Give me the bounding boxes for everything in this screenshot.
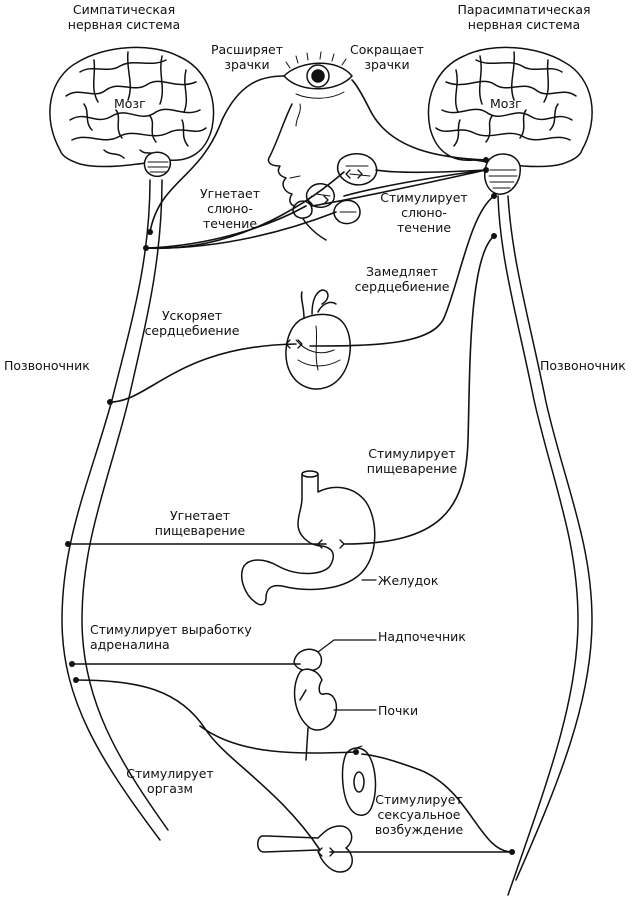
left-spine bbox=[61, 179, 169, 841]
stimulates-digestion-label: Стимулирует пищеварение bbox=[366, 446, 458, 476]
salivary-glands bbox=[292, 153, 378, 225]
right-spine bbox=[497, 195, 593, 896]
slows-heartbeat-label: Замедляет сердцебиение bbox=[354, 264, 450, 294]
heart-illustration bbox=[285, 289, 351, 390]
adrenaline-label: Стимулирует выработку адреналина bbox=[90, 622, 252, 652]
stimulates-arousal-label: Стимулирует сексуальное возбуждение bbox=[374, 792, 464, 837]
stomach-label: Желудок bbox=[378, 573, 439, 588]
parasympathetic-system-title: Парасимпатическая нервная система bbox=[457, 2, 591, 32]
inhibits-salivation-label: Угнетает слюно- течение bbox=[200, 186, 260, 231]
sympathetic-system-title: Симпатическая нервная система bbox=[67, 2, 181, 32]
left-brain bbox=[49, 46, 215, 178]
left-brain-label: Мозг bbox=[114, 96, 146, 111]
left-spine-label: Позвоночник bbox=[4, 358, 90, 373]
synapse-markers bbox=[285, 169, 363, 857]
dilates-pupils-label: Расширяет зрачки bbox=[210, 42, 284, 72]
kidneys-label: Почки bbox=[378, 703, 419, 718]
stomach-illustration bbox=[240, 470, 376, 606]
accelerates-heartbeat-label: Ускоряет сердцебиение bbox=[144, 308, 240, 338]
right-brain-label: Мозг bbox=[490, 96, 522, 111]
genital-illustration bbox=[257, 745, 377, 873]
stimulates-orgasm-label: Стимулирует оргазм bbox=[126, 766, 214, 796]
kidney-illustration bbox=[293, 648, 338, 761]
constricts-pupils-label: Сокращает зрачки bbox=[350, 42, 424, 72]
right-brain bbox=[427, 46, 593, 195]
stimulates-salivation-label: Стимулирует слюно- течение bbox=[380, 190, 468, 235]
nerve-origin-dots bbox=[65, 157, 515, 855]
nerve-paths bbox=[67, 75, 513, 853]
label-pointers bbox=[317, 579, 377, 711]
eye-illustration bbox=[283, 51, 353, 99]
right-spine-label: Позвоночник bbox=[540, 358, 626, 373]
adrenal-label: Надпочечник bbox=[378, 629, 466, 644]
inhibits-digestion-label: Угнетает пищеварение bbox=[154, 508, 246, 538]
